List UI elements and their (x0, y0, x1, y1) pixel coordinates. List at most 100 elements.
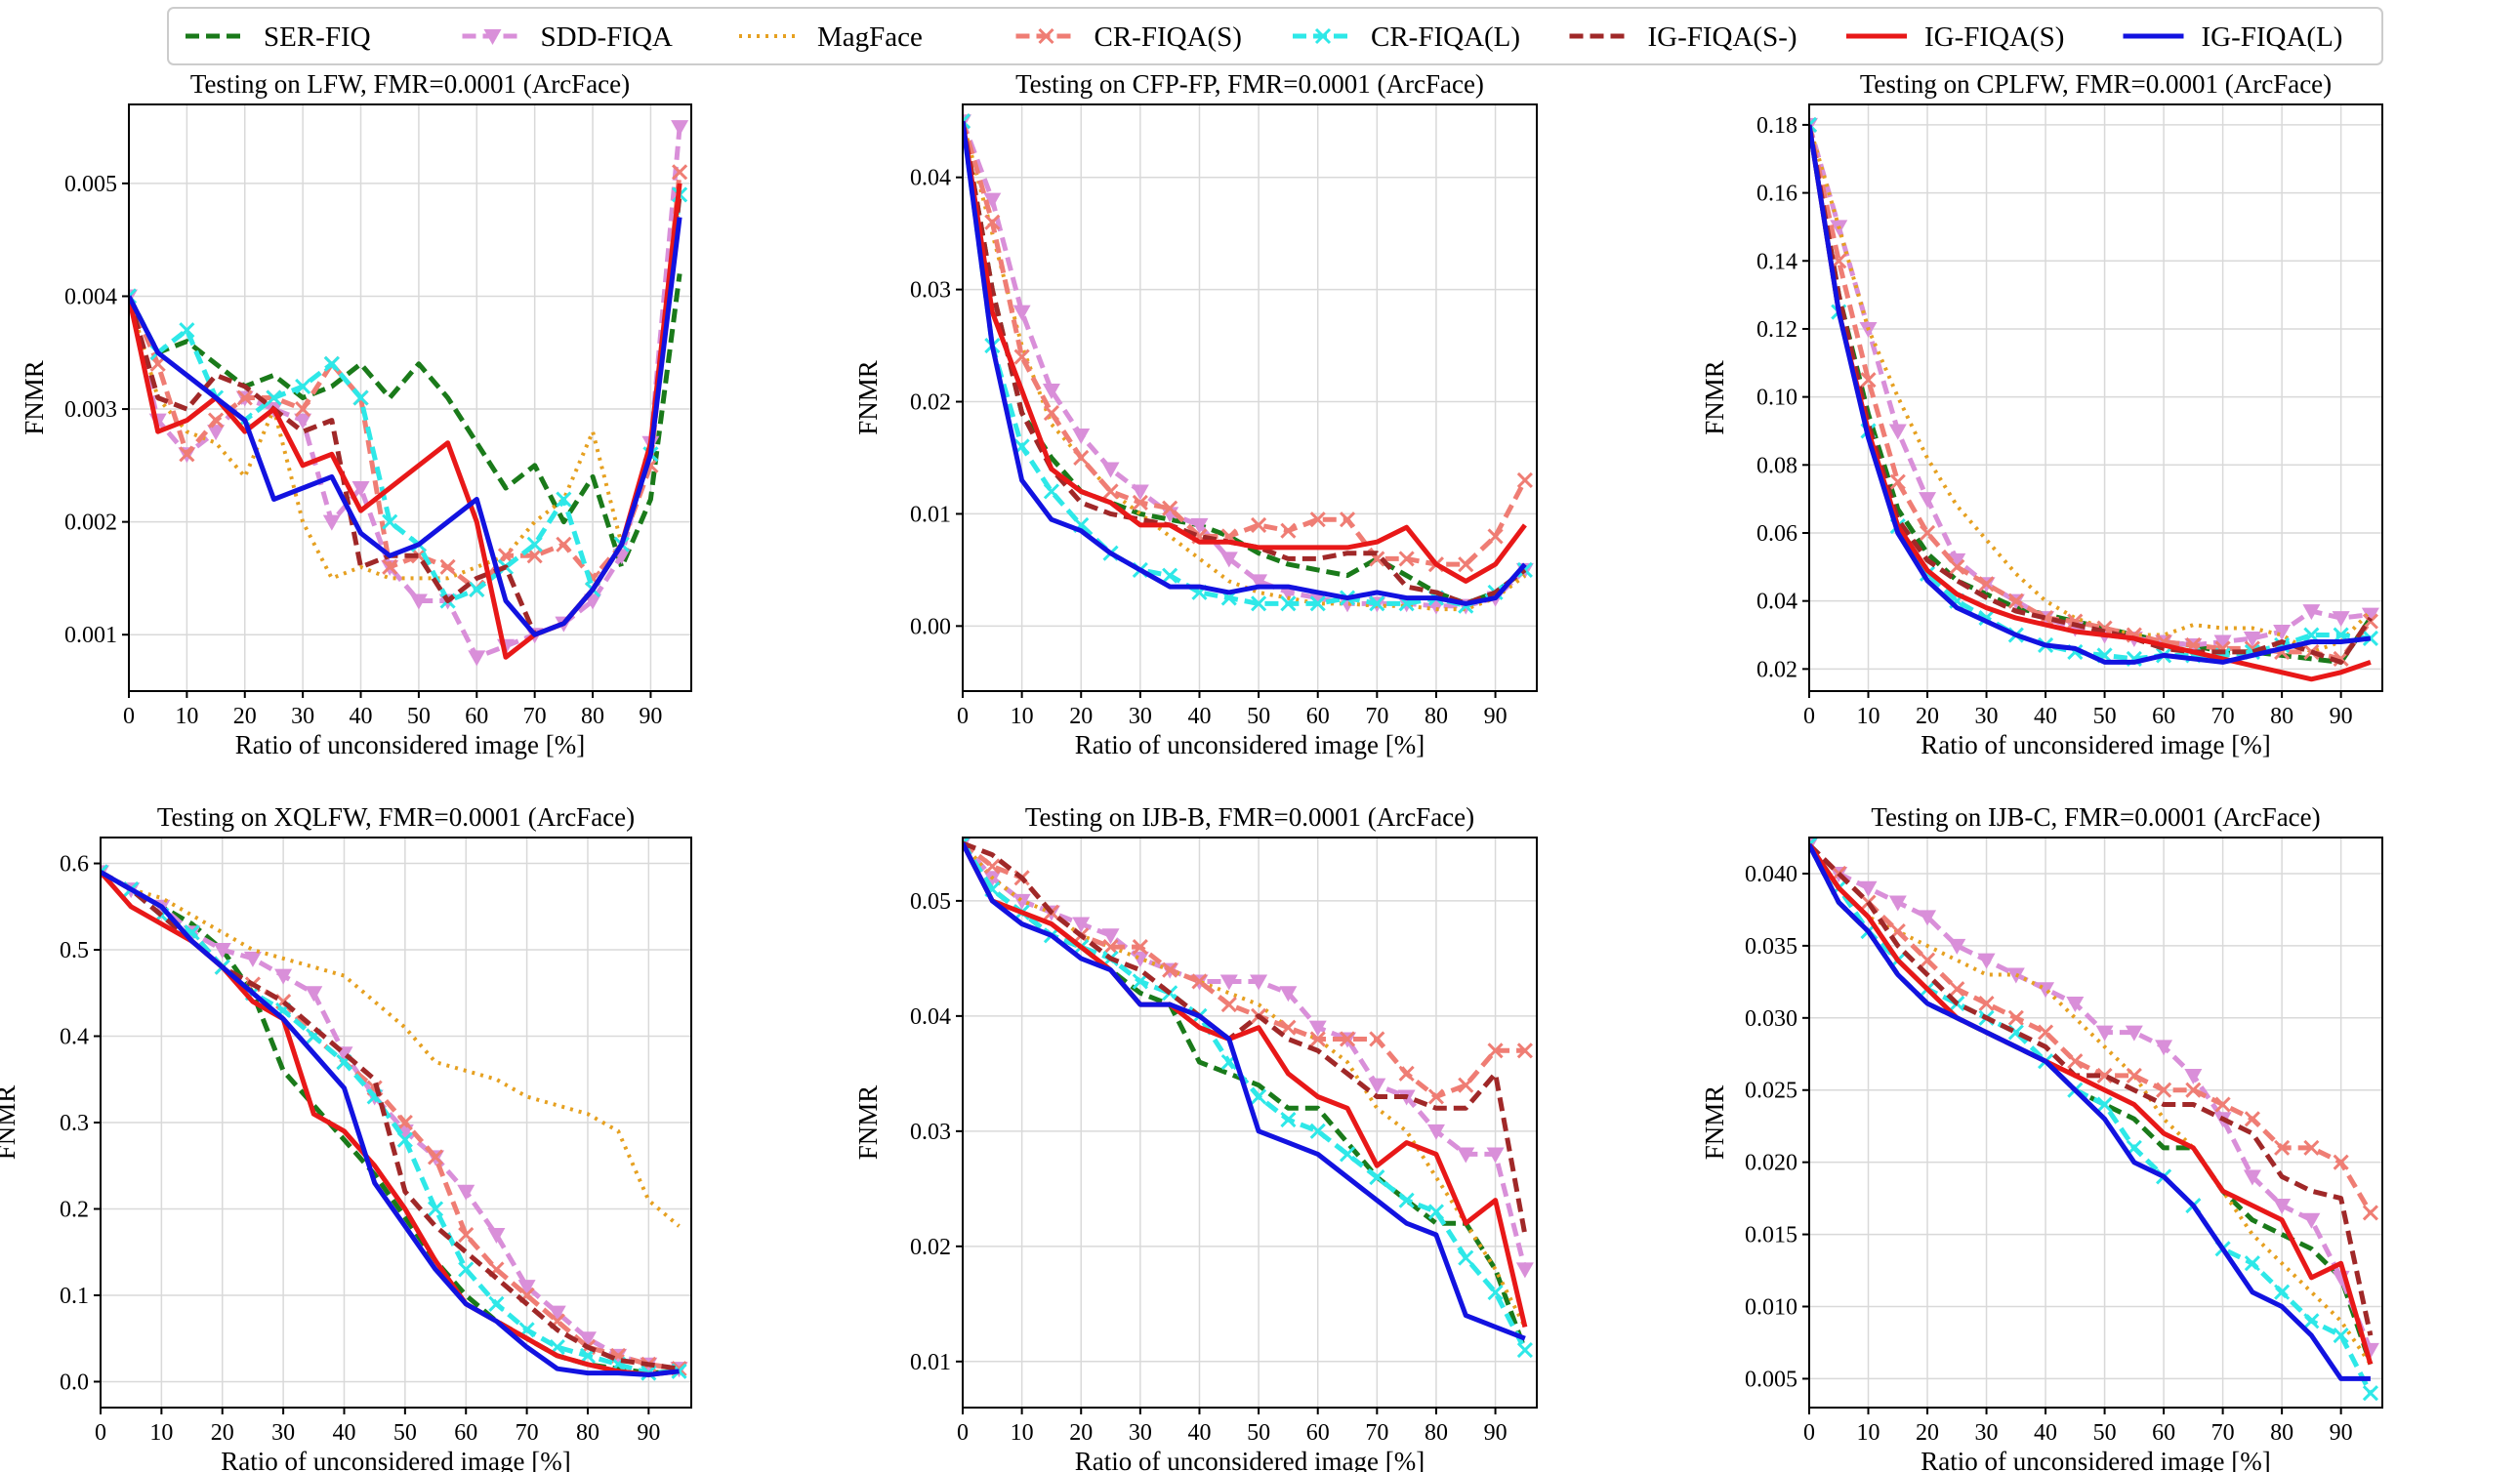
data-point-sdd-fiqa (1368, 1078, 1386, 1094)
x-tick-label: 60 (2152, 704, 2175, 729)
x-tick-label: 30 (1129, 704, 1152, 729)
data-point-cr-fiqa-l (1280, 595, 1297, 612)
series-line-magface (1809, 124, 2373, 654)
data-point-cr-fiqa-s (1919, 952, 1936, 968)
data-point-cr-fiqa-s (2274, 1139, 2291, 1156)
x-tick-label: 40 (1187, 1420, 1211, 1446)
legend-entry-sdd-fiqa: SDD-FIQA (462, 21, 673, 53)
data-point-cr-fiqa-s (208, 412, 225, 429)
y-tick-label: 0.05 (910, 889, 951, 915)
data-point-cr-fiqa-l (1369, 1168, 1385, 1186)
data-point-cr-fiqa-s (2038, 1024, 2054, 1041)
data-point-sdd-fiqa (1515, 1262, 1534, 1279)
x-tick-label: 90 (639, 704, 662, 729)
chart-title: Testing on CPLFW, FMR=0.0001 (ArcFace) (1860, 69, 2332, 99)
series-line-ig-fiqa-l (101, 870, 680, 1377)
series-group (1809, 116, 2379, 682)
x-tick-label: 50 (393, 1420, 417, 1446)
y-tick-label: 0.00 (910, 614, 951, 639)
data-point-cr-fiqa-l (295, 378, 311, 395)
data-point-cr-fiqa-s (1860, 372, 1877, 388)
series-line-cr-fiqa-s (101, 870, 680, 1371)
x-tick-label: 50 (1247, 704, 1270, 729)
y-tick-label: 0.030 (1745, 1006, 1797, 1032)
y-tick-label: 0.004 (64, 284, 117, 309)
data-point-cr-fiqa-l (1309, 595, 1326, 612)
x-tick-label: 70 (1365, 704, 1388, 729)
grid (128, 104, 691, 691)
y-tick-label: 0.01 (910, 502, 951, 527)
x-tick-label: 10 (1011, 704, 1034, 729)
data-point-cr-fiqa-s (497, 548, 515, 564)
x-tick-label: 20 (211, 1420, 234, 1446)
data-point-cr-fiqa-l (2362, 1385, 2378, 1402)
x-tick-label: 40 (350, 704, 373, 729)
data-point-cr-fiqa-l (1132, 973, 1148, 990)
data-point-cr-fiqa-l (352, 389, 369, 406)
data-point-cr-fiqa-l (1809, 116, 1818, 133)
series-line-ig-fiqa-l (1809, 843, 2371, 1381)
y-axis-label: FNMR (853, 1085, 883, 1161)
y-tick-label: 0.001 (64, 623, 117, 648)
x-tick-label: 40 (1187, 704, 1211, 729)
y-axis-label: FNMR (20, 360, 49, 435)
data-point-sdd-fiqa (1457, 1147, 1475, 1164)
y-tick-label: 0.1 (60, 1284, 89, 1309)
series-line-ig-fiqa-s (963, 841, 1528, 1328)
x-tick-label: 90 (2330, 1420, 2353, 1446)
y-tick-label: 0.4 (60, 1025, 89, 1050)
x-tick-label: 20 (1069, 704, 1093, 729)
x-tick-label: 20 (1916, 1420, 1939, 1446)
x-axis-label: Ratio of unconsidered image [%] (235, 730, 585, 759)
x-tick-label: 20 (1069, 1420, 1093, 1446)
data-point-cr-fiqa-s (2067, 1053, 2084, 1070)
y-axis-label: FNMR (1700, 1085, 1729, 1161)
data-point-cr-fiqa-s (2333, 1154, 2349, 1170)
data-point-cr-fiqa-s (1132, 939, 1148, 956)
data-point-cr-fiqa-s (2303, 1139, 2320, 1156)
data-point-cr-fiqa-l (1251, 595, 1267, 612)
data-point-sdd-fiqa (1012, 305, 1031, 321)
data-point-cr-fiqa-s (2362, 1205, 2378, 1221)
plot-frame (1808, 837, 2383, 1409)
data-point-cr-fiqa-s (410, 548, 427, 564)
series-line-ig-fiqa-l (129, 217, 682, 637)
data-point-cr-fiqa-l (469, 581, 485, 598)
data-point-sdd-fiqa (1072, 428, 1091, 444)
x-tick-label: 10 (1011, 1420, 1034, 1446)
series-line-ser-fiq (963, 120, 1527, 606)
data-point-sdd-fiqa (2273, 625, 2292, 641)
series-line-ig-fiqa-l (963, 841, 1526, 1341)
data-point-sdd-fiqa (207, 425, 226, 441)
data-point-cr-fiqa-s (1162, 961, 1178, 978)
plot-frame (962, 837, 1538, 1409)
y-axis-label: FNMR (0, 1085, 21, 1161)
y-axis-label: FNMR (853, 360, 883, 435)
series-group (963, 113, 1534, 615)
chart-panel-3: 0 10 20 30 40 50 60 70 80 90 0.02 0.04 0.06 0.08 0.10 0… (1700, 69, 2383, 759)
data-point-cr-fiqa-l (1309, 1123, 1326, 1139)
y-tick-label: 0.035 (1745, 934, 1797, 960)
x-tick-label: 70 (2211, 704, 2235, 729)
data-point-cr-fiqa-l (556, 491, 572, 508)
x-tick-label: 70 (516, 1420, 539, 1446)
x-tick-label: 90 (2330, 704, 2353, 729)
data-point-cr-fiqa-s (1487, 1043, 1504, 1059)
data-point-cr-fiqa-s (2214, 1096, 2231, 1113)
data-point-sdd-fiqa (548, 1305, 566, 1322)
series-line-cr-fiqa-s (963, 120, 1528, 567)
data-point-cr-fiqa-s (2126, 1067, 2142, 1084)
legend-entry-ig-fiqa-s: IG-FIQA(S-) (1569, 21, 1797, 53)
data-point-cr-fiqa-s (1102, 939, 1119, 956)
data-point-cr-fiqa-s (2185, 1082, 2202, 1098)
data-point-sdd-fiqa (351, 480, 370, 497)
y-tick-label: 0.04 (1756, 590, 1797, 615)
data-point-cr-fiqa-l (427, 1201, 444, 1217)
y-tick-label: 0.14 (1756, 249, 1797, 274)
data-point-cr-fiqa-s (1398, 1065, 1415, 1082)
data-point-cr-fiqa-l (266, 389, 282, 406)
data-point-cr-fiqa-s (1949, 558, 1965, 575)
series-line-magface (963, 120, 1527, 612)
data-point-cr-fiqa-s (1132, 494, 1148, 511)
x-tick-label: 0 (123, 704, 135, 729)
